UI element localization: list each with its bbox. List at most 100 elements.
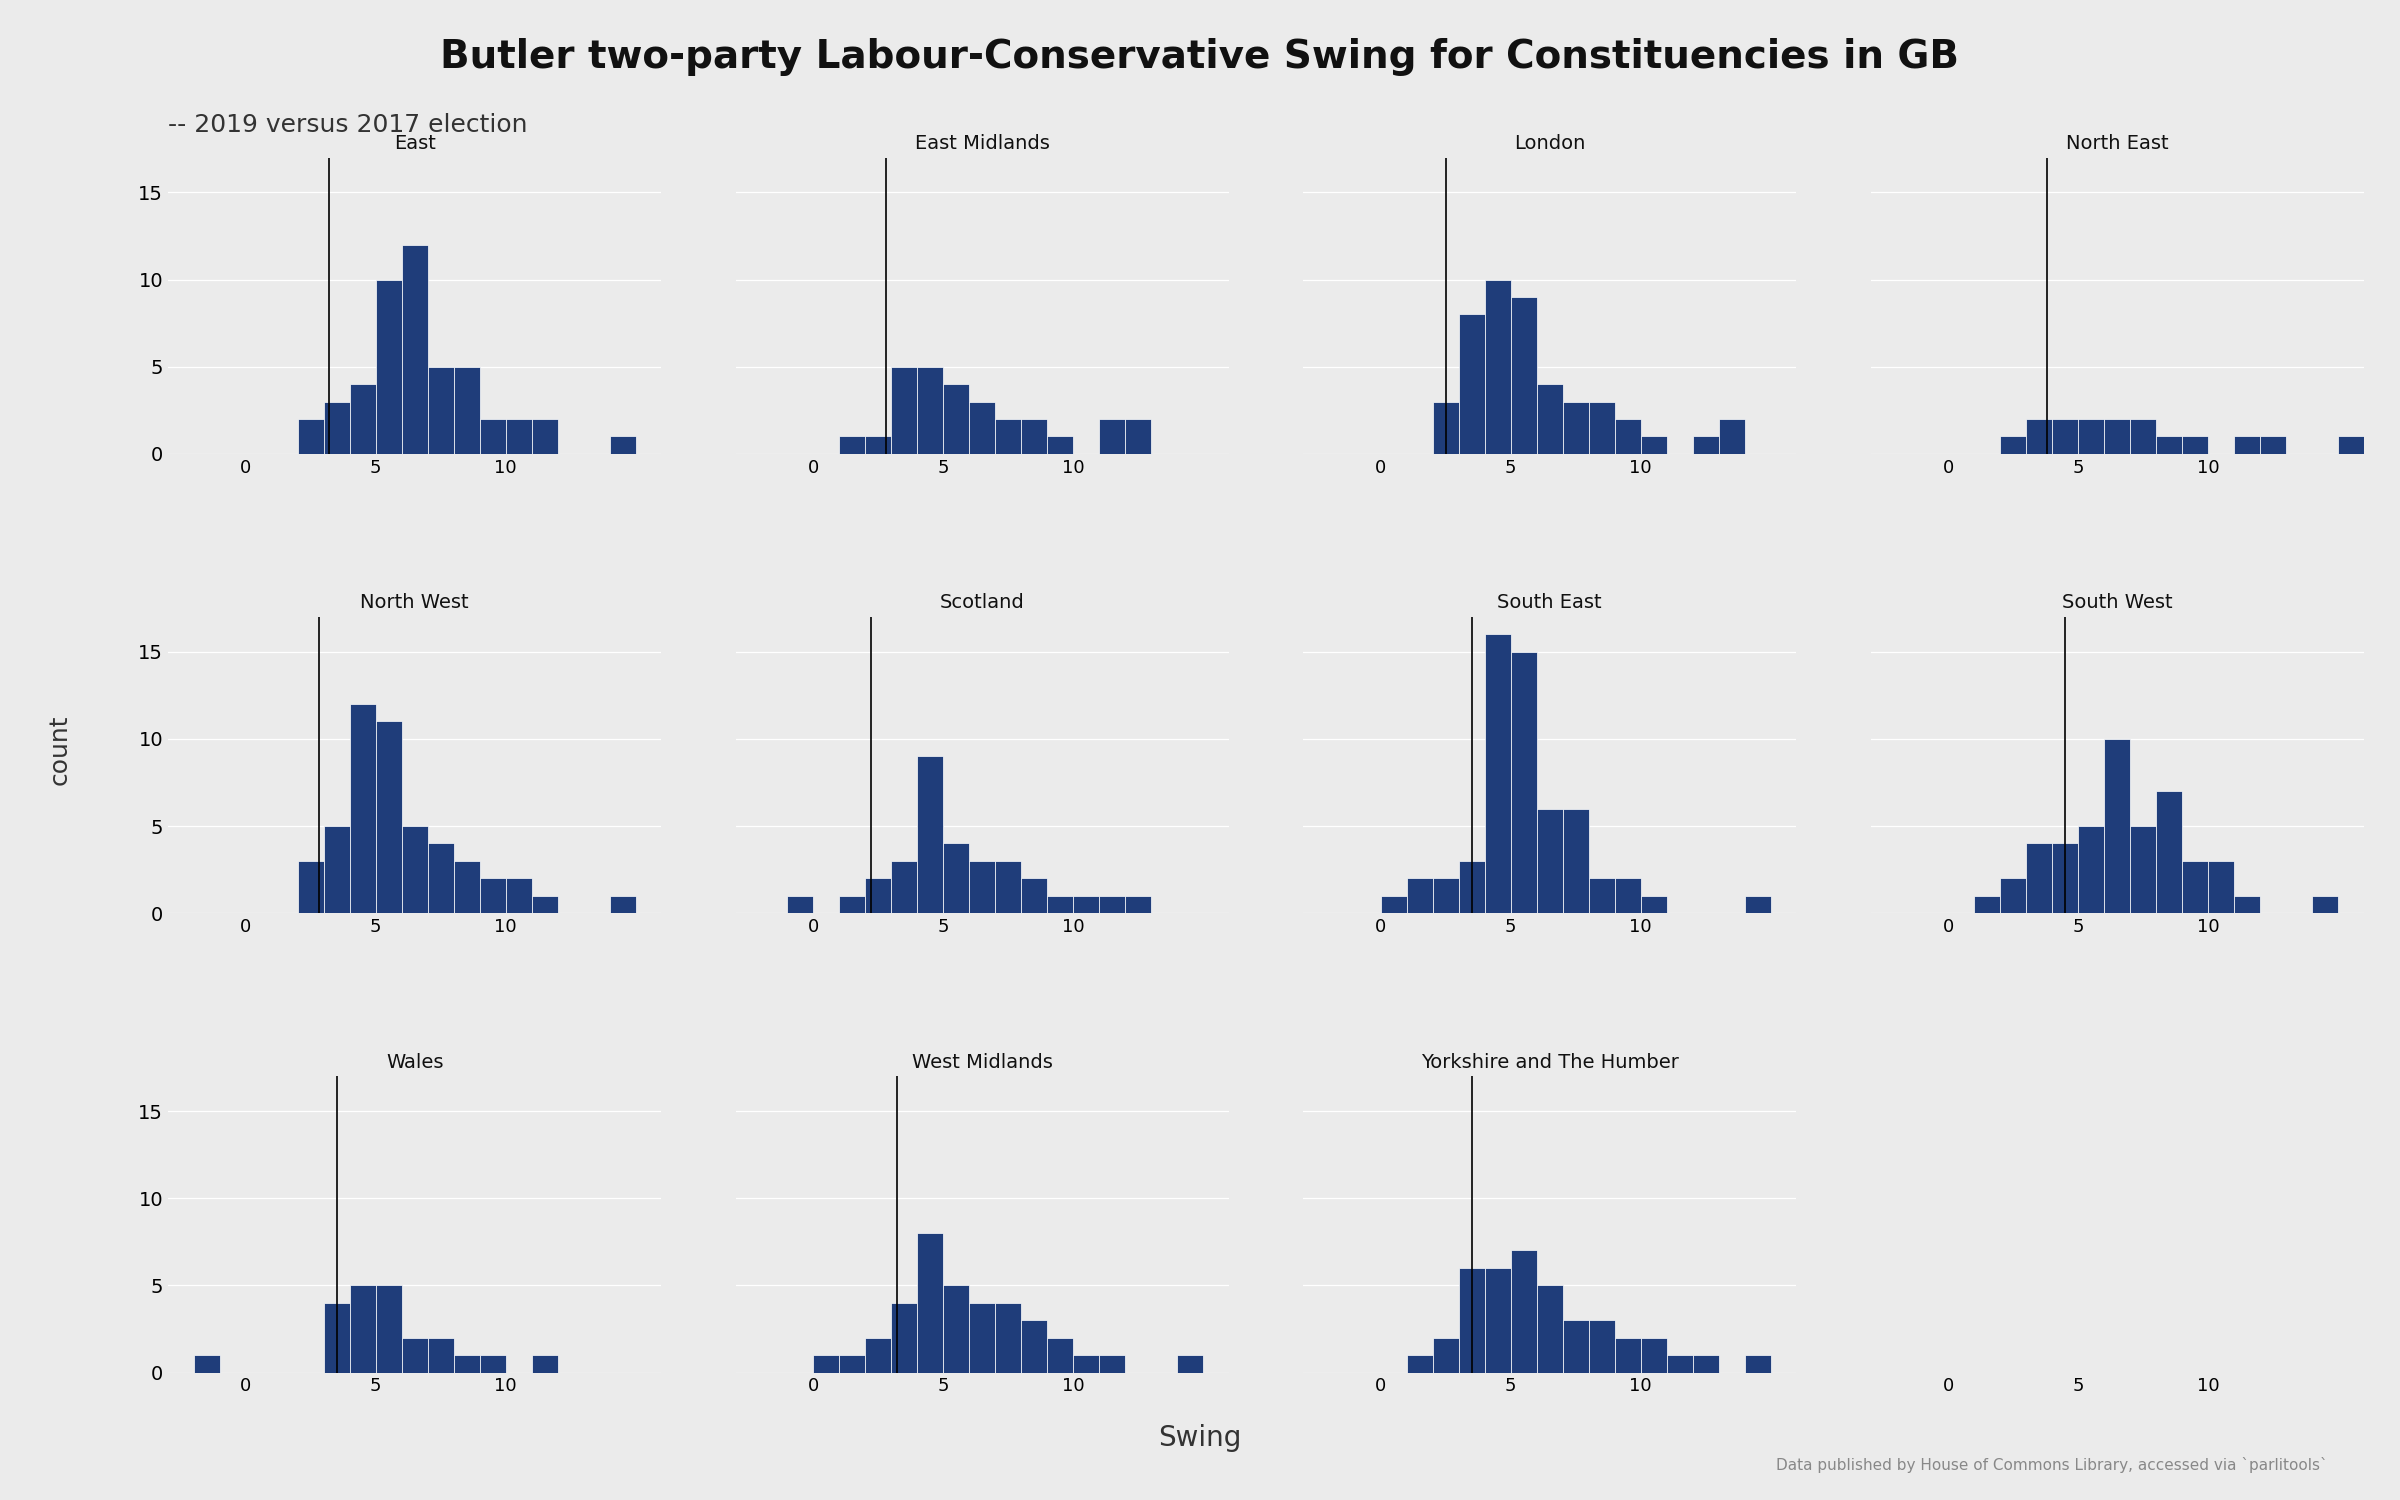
Bar	[1510, 297, 1536, 454]
Bar	[1642, 1338, 1666, 1372]
Bar	[1433, 879, 1459, 914]
Bar	[1126, 896, 1152, 914]
Bar	[890, 861, 917, 913]
Bar	[1099, 1354, 1126, 1372]
Title: East Midlands: East Midlands	[914, 134, 1049, 153]
Bar	[2234, 896, 2261, 914]
Bar	[996, 419, 1022, 454]
Bar	[1536, 808, 1562, 913]
Bar	[1433, 1338, 1459, 1372]
Bar	[1459, 315, 1486, 454]
Bar	[814, 1354, 840, 1372]
Bar	[1589, 402, 1615, 454]
Title: North West: North West	[360, 594, 468, 612]
Bar	[377, 1286, 401, 1372]
Bar	[298, 861, 324, 913]
Bar	[787, 896, 814, 914]
Bar	[427, 843, 454, 914]
Text: Butler two-party Labour-Conservative Swing for Constituencies in GB: Butler two-party Labour-Conservative Swi…	[442, 38, 1958, 75]
Bar	[1126, 419, 1152, 454]
Bar	[1692, 1354, 1718, 1372]
Bar	[2182, 861, 2208, 913]
Bar	[866, 879, 890, 914]
Title: West Midlands: West Midlands	[912, 1053, 1054, 1072]
Text: Data published by House of Commons Library, accessed via `parlitools`: Data published by House of Commons Libra…	[1776, 1456, 2328, 1473]
Bar	[1615, 419, 1642, 454]
Bar	[2052, 843, 2078, 914]
Bar	[2155, 790, 2182, 914]
Bar	[866, 436, 890, 454]
Bar	[1536, 384, 1562, 454]
Bar	[533, 1354, 557, 1372]
Bar	[1562, 1320, 1589, 1372]
Bar	[1433, 402, 1459, 454]
Bar	[890, 1304, 917, 1372]
Bar	[2105, 740, 2131, 914]
Bar	[454, 861, 480, 913]
Bar	[2155, 436, 2182, 454]
Bar	[917, 366, 943, 454]
Bar	[427, 366, 454, 454]
Bar	[427, 1338, 454, 1372]
Bar	[1022, 1320, 1046, 1372]
Bar	[1486, 279, 1510, 454]
Bar	[1046, 436, 1073, 454]
Bar	[970, 861, 996, 913]
Title: Wales: Wales	[386, 1053, 444, 1072]
Bar	[324, 402, 350, 454]
Bar	[1642, 436, 1666, 454]
Bar	[1615, 879, 1642, 914]
Bar	[1099, 896, 1126, 914]
Bar	[1380, 896, 1406, 914]
Bar	[917, 1233, 943, 1372]
Bar	[401, 1338, 427, 1372]
Bar	[350, 384, 377, 454]
Bar	[533, 896, 557, 914]
Bar	[2078, 419, 2105, 454]
Bar	[2026, 419, 2052, 454]
Text: -- 2019 versus 2017 election: -- 2019 versus 2017 election	[168, 112, 528, 136]
Bar	[1562, 402, 1589, 454]
Bar	[2261, 436, 2287, 454]
Bar	[610, 896, 636, 914]
Bar	[401, 244, 427, 454]
Bar	[2078, 827, 2105, 914]
Bar	[480, 419, 506, 454]
Bar	[1999, 879, 2026, 914]
Bar	[970, 1304, 996, 1372]
Bar	[840, 896, 866, 914]
Bar	[943, 843, 970, 914]
Bar	[1406, 879, 1433, 914]
Bar	[324, 827, 350, 914]
Bar	[840, 436, 866, 454]
Bar	[1999, 436, 2026, 454]
Bar	[943, 1286, 970, 1372]
Bar	[506, 419, 533, 454]
Text: count: count	[48, 716, 72, 786]
Bar	[1046, 896, 1073, 914]
Bar	[454, 366, 480, 454]
Bar	[350, 704, 377, 914]
Bar	[2338, 436, 2364, 454]
Bar	[1099, 419, 1126, 454]
Bar	[2311, 896, 2338, 914]
Bar	[2052, 419, 2078, 454]
Bar	[350, 1286, 377, 1372]
Bar	[480, 879, 506, 914]
Bar	[1073, 896, 1099, 914]
Bar	[1022, 419, 1046, 454]
Bar	[2105, 419, 2131, 454]
Bar	[1692, 436, 1718, 454]
Bar	[1589, 1320, 1615, 1372]
Bar	[1486, 634, 1510, 914]
Bar	[1046, 1338, 1073, 1372]
Bar	[2131, 419, 2155, 454]
Bar	[2234, 436, 2261, 454]
Bar	[194, 1354, 221, 1372]
Bar	[1022, 879, 1046, 914]
Bar	[2026, 843, 2052, 914]
Bar	[1745, 1354, 1771, 1372]
Bar	[1589, 879, 1615, 914]
Bar	[1486, 1268, 1510, 1372]
Bar	[1642, 896, 1666, 914]
